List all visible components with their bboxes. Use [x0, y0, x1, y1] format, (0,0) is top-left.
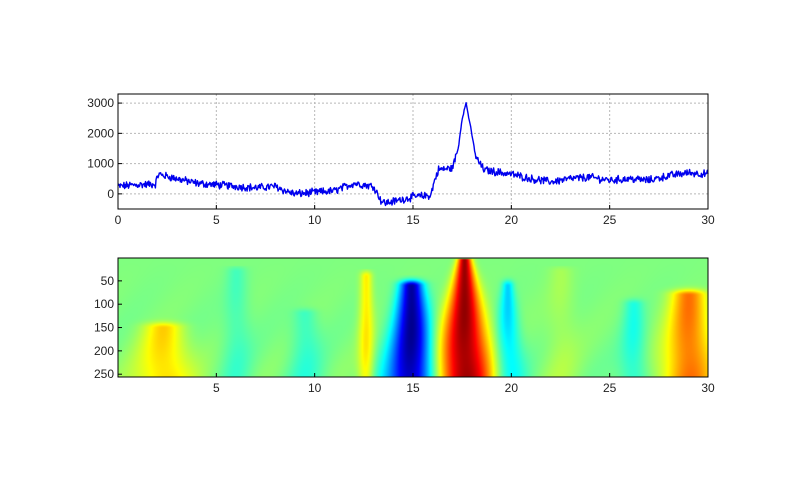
y-tick-label: 1000 [87, 157, 114, 171]
heatmap-axes: 5 10 15 20 25 30 50 100 150 200 250 [94, 257, 715, 395]
y-tick-label: 3000 [87, 96, 114, 110]
heatmap-x-tick-label: 30 [701, 381, 715, 395]
x-tick-label: 0 [115, 213, 122, 227]
heatmap-y-tick-label: 200 [94, 344, 114, 358]
x-tick-label: 10 [308, 213, 322, 227]
series-line [117, 101, 709, 207]
heatmap-ticks: 5 10 15 20 25 30 50 100 150 200 250 [94, 274, 715, 395]
x-tick-label: 30 [701, 213, 715, 227]
x-tick-label: 5 [213, 213, 220, 227]
heatmap-y-tick-label: 100 [94, 297, 114, 311]
heatmap-y-tick-label: 50 [101, 274, 115, 288]
heatmap-image [118, 258, 708, 377]
heatmap-x-tick-label: 25 [603, 381, 617, 395]
y-tick-label: 0 [107, 187, 114, 201]
line-chart-axes: 0 5 10 15 20 25 30 0 1000 2000 3000 [87, 93, 715, 227]
heatmap-x-tick-label: 5 [213, 381, 220, 395]
x-tick-label: 15 [406, 213, 420, 227]
y-tick-label: 2000 [87, 126, 114, 140]
heatmap-y-tick-label: 150 [94, 321, 114, 335]
line-chart-grid [118, 94, 708, 209]
heatmap-plot-area [118, 258, 708, 377]
line-chart-ticks: 0 5 10 15 20 25 30 0 1000 2000 3000 [87, 96, 715, 227]
heatmap-x-tick-label: 15 [406, 381, 420, 395]
x-tick-label: 25 [603, 213, 617, 227]
heatmap-x-tick-label: 10 [308, 381, 322, 395]
x-tick-label: 20 [505, 213, 519, 227]
heatmap-y-tick-label: 250 [94, 367, 114, 381]
heatmap-x-tick-label: 20 [505, 381, 519, 395]
